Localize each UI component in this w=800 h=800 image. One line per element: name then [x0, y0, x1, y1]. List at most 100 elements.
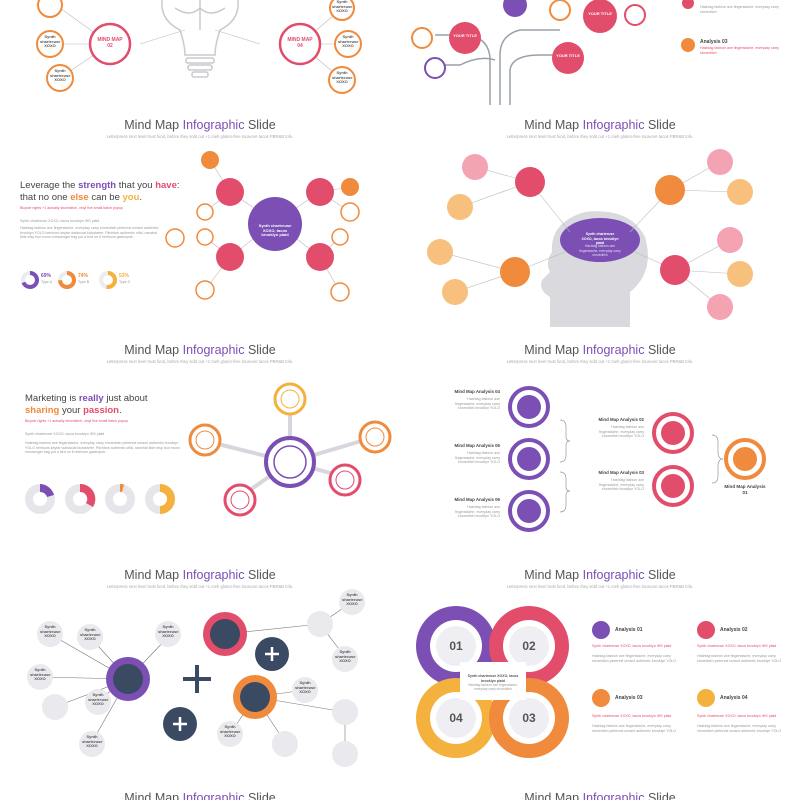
analysis-text: Hashtag fashion axe fingerstache, everyd… [454, 505, 500, 519]
tile8-ring-graphic [416, 606, 715, 758]
slide-tile-7[interactable]: Mind Map Infographic Slide Letterpress n… [0, 562, 400, 782]
slide-title: Mind Map Infographic Slide [524, 118, 676, 132]
node-label: Synth shartreuse XOXO [88, 692, 109, 707]
analysis-red-text: Synth chartreuse XOXO, tacos brooklyn IH… [592, 714, 672, 718]
number-04: 04 [449, 711, 463, 725]
node-label: Synth shartreuse XOXO [80, 627, 101, 642]
node-label: Synth shartreuse XOXO [335, 649, 356, 664]
slide-tile-4[interactable]: Mind Map Infographic Slide Letterpress n… [400, 112, 800, 332]
number-03: 03 [522, 711, 536, 725]
stat-value: 69% [41, 273, 52, 279]
analysis-text: Hashtag fashion axe fingerstache, everyd… [700, 5, 779, 14]
center-text: Hashtag fashion axe fingerstache, everyd… [468, 683, 518, 691]
slide-title: Mind Map Infographic Slide [124, 568, 276, 582]
slide-title: Mind Map Infographic Slide [124, 343, 276, 357]
analysis-title: Mind Map Analysis 06 [454, 497, 500, 502]
your-title-label: YOUR TITLE [556, 53, 580, 58]
analysis-text: Hashtag fashion axe fingerstache, everyd… [598, 425, 644, 439]
analysis-title: Mind Map Analysis 05 [454, 443, 500, 448]
center-text: Synth chartreuse XOXO, tacos brooklyn pl… [258, 223, 292, 238]
analysis-icons [592, 621, 715, 707]
center-title: Synth chartreuse XOXO, tacos brooklyn pl… [467, 674, 519, 683]
lightbulb-brain-icon [161, 0, 239, 78]
slide-tile-8[interactable]: Mind Map Infographic Slide Letterpress n… [400, 562, 800, 782]
stat-label: Type B [78, 280, 90, 284]
analysis-red-text: Synth chartreuse XOXO, tacos brooklyn IH… [592, 644, 672, 648]
node-label: Synth shartreuse XOXO [332, 70, 353, 85]
slide-tile-1[interactable]: MIND MAP 02 MIND MAP 04 Synth shartreuse… [0, 0, 400, 105]
subheading: Bicycle rights +1 actually shoreditch, v… [25, 419, 128, 423]
stat-label: Type A [41, 280, 52, 284]
slide-subtitle: Letterpress next level trust fund, befor… [106, 359, 294, 364]
tile5-mindmap [25, 382, 392, 517]
paragraph: Hashtag fashion axe fingerstache, everyd… [20, 226, 159, 240]
analysis-text: Hashtag fashion axe fingerstache, everyd… [454, 397, 500, 411]
node-label: Synth shartreuse XOXO [158, 624, 179, 639]
analysis-title: Mind Map Analysis 04 [454, 389, 500, 394]
tile2-tree-graphic [411, 0, 695, 105]
analysis-03-text: Hashtag fashion axe fingerstache, everyd… [700, 46, 779, 55]
small-text: Synth chartreuse XOXO, tacos brooklyn IH… [25, 432, 105, 436]
node-label: Synth shartreuse XOXO [338, 34, 359, 49]
analysis-title: Analysis 04 [720, 695, 748, 701]
tile3-mindmap [21, 151, 360, 302]
slide-subtitle: Letterpress next level trust fund, befor… [106, 134, 294, 139]
slide-tile-6[interactable]: Mind Map Infographic Slide Letterpress n… [400, 337, 800, 557]
small-text: Synth chartreuse XOXO, tacos brooklyn IH… [20, 219, 100, 223]
stat-value: 53% [119, 273, 130, 279]
node-label: Synth shartreuse XOXO [295, 680, 316, 695]
subheading: Bicycle rights +1 actually shoreditch, v… [20, 206, 123, 210]
number-02: 02 [522, 639, 536, 653]
number-01: 01 [449, 639, 463, 653]
analysis-title: Mind Map Analysis 02 [598, 417, 644, 422]
center-text: Hashtag fashion axe fingerstache, everyd… [579, 244, 621, 258]
analysis-title: Analysis 03 [615, 695, 643, 701]
tile1-graphic [36, 0, 362, 94]
analysis-text: Hashtag fashion axe fingerstache, everyd… [454, 451, 500, 465]
slide-subtitle: Letterpress next level trust fund, befor… [506, 584, 694, 589]
tile4-head-mindmap [427, 149, 753, 327]
slide-subtitle: Letterpress next level trust fund, befor… [506, 359, 694, 364]
mind-map-02-label: MIND MAP 02 [97, 37, 123, 49]
slide-subtitle: Letterpress next level trust fund, befor… [106, 584, 294, 589]
stat-value: 74% [78, 273, 89, 279]
slide-title: Mind Map Infographic Slide [524, 568, 676, 582]
your-title-label: YOUR TITLE [453, 33, 477, 38]
paragraph: Hashtag fashion axe fingerstache, everyd… [25, 441, 180, 455]
node-label: Synth shartreuse XOXO [50, 68, 71, 83]
analysis-text: Hashtag fashion axe fingerstache, everyd… [697, 724, 782, 733]
large-plus-icon [183, 665, 211, 693]
slide-title: Mind Map Infographic Slide [124, 791, 276, 800]
tile6-analysis-graphic [508, 386, 766, 532]
slide-tile-2[interactable]: YOUR TITLE YOUR TITLE YOUR TITLE Analysi… [400, 0, 800, 105]
node-label: Synth shartreuse XOXO [332, 0, 353, 14]
analysis-03-title: Analysis 03 [700, 39, 728, 45]
node-label: Synth shartreuse XOXO [342, 592, 363, 607]
your-title-label: YOUR TITLE [588, 11, 612, 16]
analysis-red-text: Synth chartreuse XOXO, tacos brooklyn IH… [697, 644, 777, 648]
center-title: Synth chartreuse XOXO, tacos brooklyn pl… [581, 232, 619, 246]
analysis-title: Mind Map Analysis 01 [724, 484, 766, 495]
slide-title: Mind Map Infographic Slide [524, 343, 676, 357]
slide-tile-9[interactable]: Mind Map Infographic Slide [0, 787, 400, 800]
slide-tile-5[interactable]: Mind Map Infographic Slide Letterpress n… [0, 337, 400, 557]
slide-tile-3[interactable]: Mind Map Infographic Slide Letterpress n… [0, 112, 400, 332]
analysis-text: Hashtag fashion axe fingerstache, everyd… [592, 724, 677, 733]
analysis-text: Hashtag fashion axe fingerstache, everyd… [697, 654, 782, 663]
headline: Marketing is really just about sharing y… [25, 393, 148, 416]
node-label: Synth shartreuse XOXO [40, 34, 61, 49]
node-label: Synth shartreuse XOXO [30, 667, 51, 682]
analysis-text: Hashtag fashion axe fingerstache, everyd… [598, 478, 644, 492]
slide-title: Mind Map Infographic Slide [524, 791, 676, 800]
node-label: Synth shartreuse XOXO [82, 734, 103, 749]
slide-title: Mind Map Infographic Slide [124, 118, 276, 132]
node-label: Synth shartreuse XOXO [40, 624, 61, 639]
tile7-mindmap [27, 589, 365, 767]
mind-map-04-label: MIND MAP 04 [287, 37, 313, 49]
analysis-title: Mind Map Analysis 03 [598, 470, 644, 475]
node-label: Synth shartreuse XOXO [220, 724, 241, 739]
headline: Leverage the strength that you have: tha… [20, 180, 180, 203]
stat-label: Type C [119, 280, 131, 284]
slide-tile-10[interactable]: Mind Map Infographic Slide [400, 787, 800, 800]
analysis-title: Analysis 02 [720, 627, 748, 633]
